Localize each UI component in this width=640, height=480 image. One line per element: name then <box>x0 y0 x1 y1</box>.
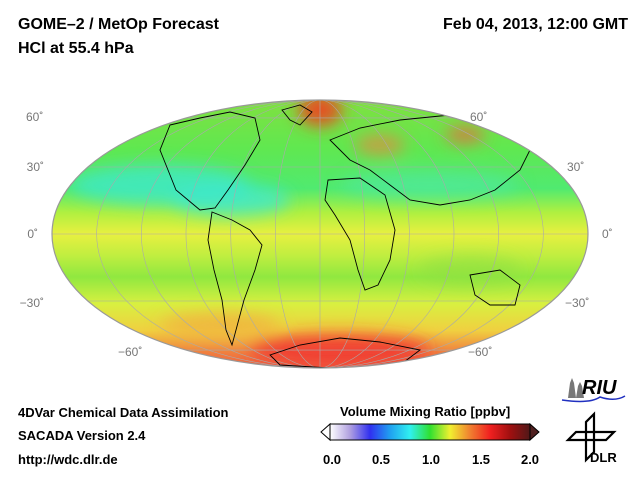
footer-line-1: 4DVar Chemical Data Assimilation <box>18 405 229 420</box>
footer-link[interactable]: http://wdc.dlr.de <box>18 452 118 467</box>
lat-label-left-0: 0˚ <box>27 227 38 241</box>
map-border <box>51 99 589 369</box>
svg-text:DLR: DLR <box>590 450 617 465</box>
dlr-logo: DLR <box>565 411 617 465</box>
datetime: Feb 04, 2013, 12:00 GMT <box>443 16 628 33</box>
lat-label-right-60s: −60˚ <box>468 345 493 359</box>
lat-label-left-60n: 60˚ <box>26 110 44 124</box>
svg-text:RIU: RIU <box>582 377 617 399</box>
title-line-1: GOME–2 / MetOp Forecast <box>18 16 219 33</box>
colorbar-low-arrow <box>320 422 331 442</box>
colorbar-title: Volume Mixing Ratio [ppbv] <box>340 404 511 419</box>
colorbar-tick: 0.0 <box>322 452 342 467</box>
lat-label-right-0: 0˚ <box>602 227 613 241</box>
coastlines <box>159 104 531 368</box>
colorbar-high-arrow <box>529 422 540 442</box>
lat-label-left-30n: 30˚ <box>26 160 44 174</box>
footer-line-2: SACADA Version 2.4 <box>18 428 146 443</box>
lat-label-left-60s: −60˚ <box>118 345 143 359</box>
colorbar-gradient <box>329 423 531 441</box>
title-line-2: HCl at 55.4 hPa <box>18 40 134 57</box>
colorbar-tick: 1.5 <box>471 452 491 467</box>
riu-logo: RIU <box>561 377 626 403</box>
lat-label-right-60n: 60˚ <box>470 110 488 124</box>
colorbar-tick: 2.0 <box>520 452 540 467</box>
lat-label-right-30s: −30˚ <box>565 296 590 310</box>
colorbar-tick: 0.5 <box>371 452 391 467</box>
field-anomalies <box>70 100 520 366</box>
lat-label-left-30s: −30˚ <box>19 296 44 310</box>
lat-label-right-30n: 30˚ <box>567 160 585 174</box>
colorbar <box>320 422 540 442</box>
colorbar-tick: 1.0 <box>421 452 441 467</box>
